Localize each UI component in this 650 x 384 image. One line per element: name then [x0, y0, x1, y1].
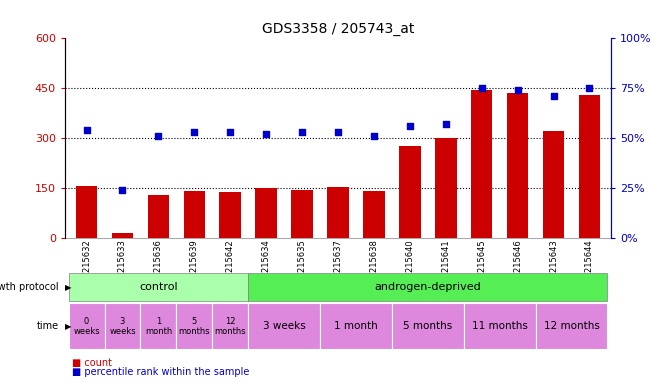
- Bar: [255, 188, 277, 238]
- Bar: [471, 90, 493, 238]
- Text: 11 months: 11 months: [472, 321, 528, 331]
- Text: 1
month: 1 month: [145, 317, 172, 336]
- Text: ■ percentile rank within the sample: ■ percentile rank within the sample: [72, 367, 249, 377]
- Text: ■ count: ■ count: [72, 358, 112, 368]
- Bar: [183, 192, 205, 238]
- Point: [584, 85, 595, 91]
- Bar: [507, 93, 528, 238]
- Bar: [392, 303, 463, 349]
- Bar: [536, 303, 607, 349]
- Point: [225, 129, 235, 135]
- Text: ▶: ▶: [65, 322, 72, 331]
- Point: [153, 133, 164, 139]
- Point: [405, 123, 415, 129]
- Bar: [76, 187, 98, 238]
- Bar: [213, 303, 248, 349]
- Bar: [399, 146, 421, 238]
- Text: control: control: [139, 282, 177, 292]
- Text: 5
months: 5 months: [179, 317, 210, 336]
- Title: GDS3358 / 205743_at: GDS3358 / 205743_at: [262, 22, 414, 36]
- Bar: [112, 233, 133, 238]
- Text: 0
weeks: 0 weeks: [73, 317, 100, 336]
- Text: ▶: ▶: [65, 283, 72, 291]
- Text: 5 months: 5 months: [403, 321, 452, 331]
- Text: 1 month: 1 month: [334, 321, 378, 331]
- Bar: [148, 195, 169, 238]
- Point: [476, 85, 487, 91]
- Point: [441, 121, 451, 127]
- Text: 12 months: 12 months: [543, 321, 599, 331]
- Text: growth protocol: growth protocol: [0, 282, 58, 292]
- Text: 3 weeks: 3 weeks: [263, 321, 306, 331]
- Bar: [291, 190, 313, 238]
- Point: [512, 87, 523, 93]
- Bar: [435, 138, 456, 238]
- Point: [333, 129, 343, 135]
- Bar: [327, 187, 349, 238]
- Point: [297, 129, 307, 135]
- Text: time: time: [36, 321, 58, 331]
- Point: [369, 133, 379, 139]
- Point: [117, 187, 127, 193]
- Bar: [363, 192, 385, 238]
- Bar: [140, 303, 176, 349]
- Bar: [220, 192, 241, 238]
- Bar: [105, 303, 140, 349]
- Bar: [69, 273, 248, 301]
- Bar: [578, 95, 600, 238]
- Bar: [176, 303, 213, 349]
- Point: [189, 129, 200, 135]
- Text: 3
weeks: 3 weeks: [109, 317, 136, 336]
- Point: [81, 127, 92, 133]
- Bar: [69, 303, 105, 349]
- Text: 12
months: 12 months: [214, 317, 246, 336]
- Point: [261, 131, 271, 137]
- Bar: [248, 273, 607, 301]
- Bar: [543, 131, 564, 238]
- Bar: [463, 303, 536, 349]
- Bar: [320, 303, 392, 349]
- Point: [549, 93, 559, 99]
- Bar: [248, 303, 320, 349]
- Text: androgen-deprived: androgen-deprived: [374, 282, 481, 292]
